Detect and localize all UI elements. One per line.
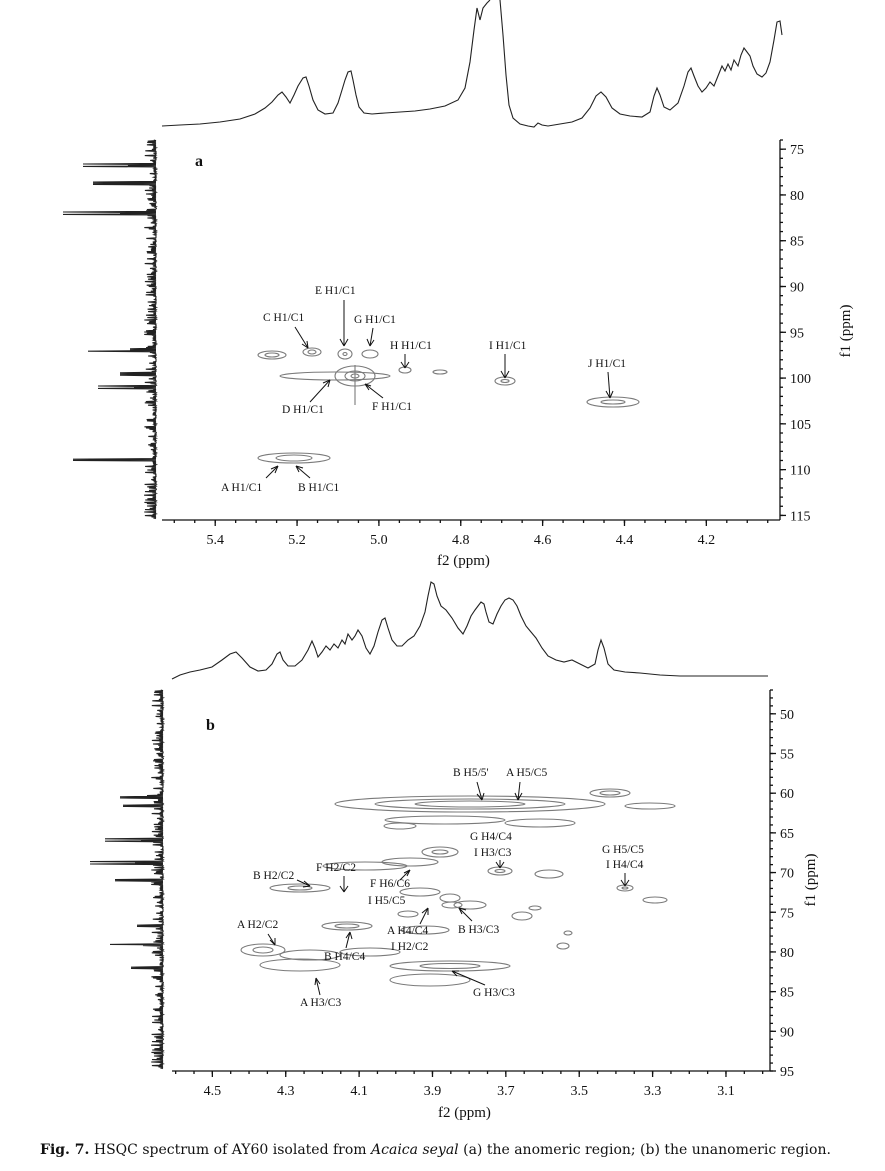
panel-a-ticks: 5.4 5.2 5.0 4.8 4.6 4.4 4.2 75 80 85 90 95 100 105 110… (173, 139, 811, 548)
x-tick-label-b-5: 3.5 (570, 1084, 588, 1099)
peak-label-a-B-H1C1: B H1/C1 (298, 482, 339, 494)
peak-label-a-C-H1C1: C H1/C1 (263, 312, 304, 324)
y-tick-label-b-1: 55 (780, 748, 794, 763)
x-tick-label-a-5: 4.4 (616, 533, 634, 548)
peak-label-b-I-H2C2: I H2/C2 (391, 941, 429, 953)
panel-b: 4.5 4.3 4.1 3.9 3.7 3.5 3.3 3.1 50 55 60 65 70 75 80 85… (89, 581, 819, 1121)
panel-a-contours (257, 347, 640, 464)
y-tick-label-b-2: 60 (780, 787, 794, 802)
peak-label-b-I-H5C5: I H5/C5 (368, 895, 406, 907)
y-tick-label-a-4: 95 (790, 326, 804, 341)
panel-b-annotations: B H5/5' A H5/C5 G H4/C4 I H3/C3 G H5/C5 … (237, 767, 644, 1009)
x-tick-label-b-4: 3.7 (497, 1084, 515, 1099)
peak-label-b-G-H5C5: G H5/C5 (602, 844, 644, 856)
panel-b-top-projection (171, 581, 768, 680)
x-tick-label-b-1: 4.3 (277, 1084, 295, 1099)
peak-label-b-B-H55: B H5/5' (453, 767, 489, 779)
x-tick-label-a-6: 4.2 (698, 533, 716, 548)
panel-b-left-projection (89, 689, 166, 1070)
x-tick-label-a-4: 4.6 (534, 533, 552, 548)
peak-label-b-A-H4C4: A H4/C4 (387, 925, 428, 937)
y-tick-label-a-3: 90 (790, 281, 804, 296)
panel-a-top-projection-right (499, 0, 783, 128)
panel-b-label: b (206, 717, 215, 734)
x-tick-label-a-0: 5.4 (206, 533, 224, 548)
peak-label-b-F-H2C2: F H2/C2 (316, 862, 356, 874)
peak-label-a-G-H1C1: G H1/C1 (354, 314, 396, 326)
peak-label-b-B-H4C4: B H4/C4 (324, 951, 365, 963)
peak-label-a-E-H1C1: E H1/C1 (315, 285, 356, 297)
y-tick-label-b-8: 90 (780, 1025, 794, 1040)
panel-a-label: a (195, 153, 203, 170)
peak-label-a-F-H1C1: F H1/C1 (372, 401, 412, 413)
panel-a-xlabel: f2 (ppm) (437, 553, 490, 569)
peak-label-a-I-H1C1: I H1/C1 (489, 340, 527, 352)
x-tick-label-b-0: 4.5 (204, 1084, 222, 1099)
peak-label-a-A-H1C1: A H1/C1 (221, 482, 262, 494)
peak-label-a-H-H1C1: H H1/C1 (390, 340, 432, 352)
x-tick-label-b-7: 3.1 (717, 1084, 735, 1099)
y-tick-label-a-2: 85 (790, 235, 804, 250)
y-tick-label-a-0: 75 (790, 143, 804, 158)
peak-label-a-J-H1C1: J H1/C1 (588, 358, 626, 370)
y-tick-label-b-9: 95 (780, 1065, 794, 1080)
y-tick-label-a-5: 100 (790, 372, 811, 387)
caption-species: Acaica seyal (371, 1142, 459, 1158)
panel-a-left-projection (62, 139, 159, 520)
x-tick-label-b-3: 3.9 (424, 1084, 442, 1099)
caption-text-before: HSQC spectrum of AY60 isolated from (93, 1142, 367, 1158)
caption-text-after: (a) the anomeric region; (b) the unanome… (463, 1142, 831, 1158)
x-tick-label-a-1: 5.2 (288, 533, 306, 548)
y-tick-label-b-4: 70 (780, 867, 794, 882)
panel-a: 5.4 5.2 5.0 4.8 4.6 4.4 4.2 75 80 85 90 95 100 105 110… (62, 0, 854, 569)
x-tick-label-b-6: 3.3 (644, 1084, 662, 1099)
panel-a-top-projection (161, 0, 491, 127)
x-tick-label-a-2: 5.0 (370, 533, 388, 548)
peak-label-b-F-H6C6: F H6/C6 (370, 878, 410, 890)
y-tick-label-b-5: 75 (780, 906, 794, 921)
peak-label-b-A-H3C3: A H3/C3 (300, 997, 341, 1009)
panel-a-ylabel: f1 (ppm) (838, 305, 854, 358)
figure-caption: Fig. 7. HSQC spectrum of AY60 isolated f… (40, 1142, 880, 1158)
y-tick-label-b-0: 50 (780, 708, 794, 723)
peak-label-b-B-H2C2: B H2/C2 (253, 870, 294, 882)
peak-label-b-I-H3C3: I H3/C3 (474, 847, 512, 859)
peak-label-b-A-H2C2: A H2/C2 (237, 919, 278, 931)
y-tick-label-a-1: 80 (790, 189, 804, 204)
peak-label-a-D-H1C1: D H1/C1 (282, 404, 324, 416)
y-tick-label-a-8: 115 (790, 509, 810, 524)
x-tick-label-a-3: 4.8 (452, 533, 470, 548)
y-tick-label-a-6: 105 (790, 418, 811, 433)
caption-figure-label: Fig. 7. (40, 1142, 90, 1158)
y-tick-label-b-3: 65 (780, 827, 794, 842)
x-tick-label-b-2: 4.1 (350, 1084, 368, 1099)
y-tick-label-a-7: 110 (790, 464, 810, 479)
peak-label-b-I-H4C4: I H4/C4 (606, 859, 644, 871)
peak-label-b-B-H3C3: B H3/C3 (458, 924, 499, 936)
panel-b-ticks: 4.5 4.3 4.1 3.9 3.7 3.5 3.3 3.1 50 55 60 65 70 75 80 85… (175, 689, 794, 1099)
panel-b-contours (240, 788, 676, 987)
y-tick-label-b-7: 85 (780, 986, 794, 1001)
panel-b-xlabel: f2 (ppm) (438, 1105, 491, 1121)
peak-label-b-G-H3C3: G H3/C3 (473, 987, 515, 999)
panel-b-ylabel: f1 (ppm) (803, 854, 819, 907)
peak-label-b-G-H4C4: G H4/C4 (470, 831, 512, 843)
panel-a-annotations: C H1/C1 E H1/C1 G H1/C1 H H1/C1 I H1/C1 … (221, 285, 626, 494)
y-tick-label-b-6: 80 (780, 946, 794, 961)
peak-label-b-A-H5C5: A H5/C5 (506, 767, 547, 779)
